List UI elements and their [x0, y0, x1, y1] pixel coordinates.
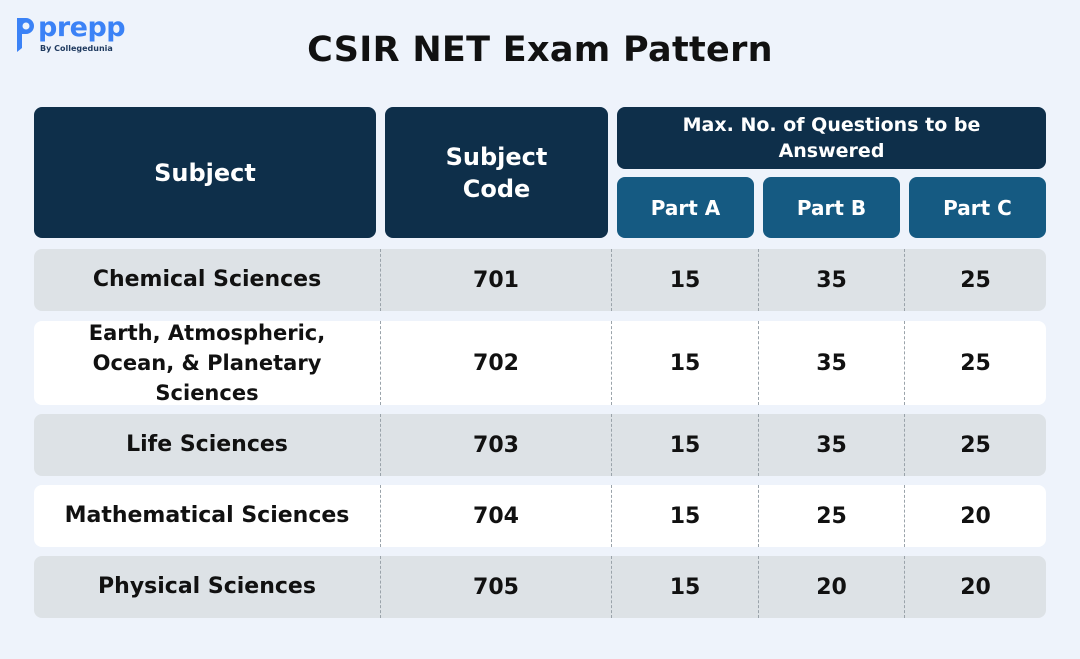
header-part-c: Part C: [909, 177, 1046, 238]
cell-code: 704: [381, 485, 612, 547]
cell-part-c: 25: [960, 350, 991, 376]
table-row: Physical Sciences 705 15 20 20: [34, 556, 1046, 618]
prepp-logo-icon: [17, 18, 34, 52]
cell-part-b: 25: [759, 485, 905, 547]
header-subject: Subject: [34, 107, 376, 238]
brand-logo: prepp By Collegedunia: [14, 12, 126, 56]
cell-part-a: 15: [612, 556, 759, 618]
cell-part-a: 15: [612, 249, 759, 311]
cell-code: 701: [381, 249, 612, 311]
cell-part-b: 35: [759, 249, 905, 311]
cell-part-b: 20: [759, 556, 905, 618]
cell-subject: Life Sciences: [34, 414, 381, 476]
cell-part-b: 35: [759, 414, 905, 476]
cell-part-b: 35: [759, 321, 905, 405]
header-subject-code: Subject Code: [385, 107, 608, 238]
header-part-a: Part A: [617, 177, 754, 238]
brand-tagline: By Collegedunia: [40, 44, 113, 53]
cell-part-a: 15: [612, 321, 759, 405]
table-row: Mathematical Sciences 704 15 25 20: [34, 485, 1046, 547]
cell-code: 703: [381, 414, 612, 476]
cell-subject: Mathematical Sciences: [34, 485, 381, 547]
cell-subject: Chemical Sciences: [34, 249, 381, 311]
table-row: Chemical Sciences 701 15 35 25: [34, 249, 1046, 311]
table-row: Earth, Atmospheric, Ocean, & Planetary S…: [34, 321, 1046, 405]
header-part-b: Part B: [763, 177, 900, 238]
cell-part-c: 20: [960, 503, 991, 529]
cell-code: 702: [381, 321, 612, 405]
brand-name: prepp: [38, 12, 126, 43]
cell-part-c: 25: [960, 267, 991, 293]
table-row: Life Sciences 703 15 35 25: [34, 414, 1046, 476]
header-max-questions: Max. No. of Questions to be Answered: [617, 107, 1046, 169]
cell-subject: Earth, Atmospheric, Ocean, & Planetary S…: [34, 321, 381, 405]
cell-code: 705: [381, 556, 612, 618]
page-title: CSIR NET Exam Pattern: [307, 30, 773, 70]
cell-part-c: 25: [960, 432, 991, 458]
cell-part-a: 15: [612, 485, 759, 547]
cell-part-c: 20: [960, 574, 991, 600]
cell-subject: Physical Sciences: [34, 556, 381, 618]
cell-part-a: 15: [612, 414, 759, 476]
